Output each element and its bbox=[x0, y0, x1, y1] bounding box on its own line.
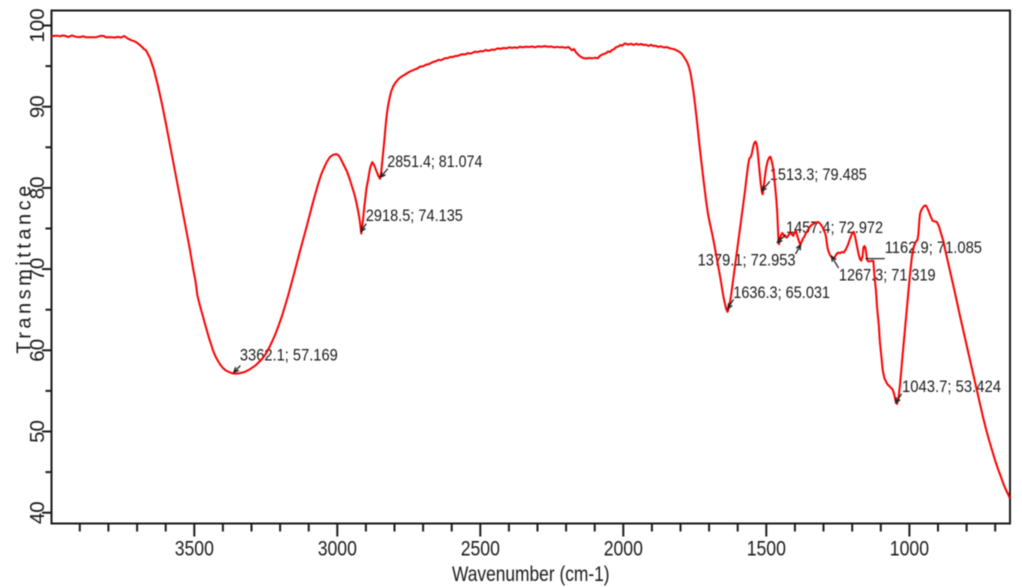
svg-text:1000: 1000 bbox=[890, 538, 929, 561]
svg-text:1162.9; 71.085: 1162.9; 71.085 bbox=[885, 239, 982, 257]
svg-text:40: 40 bbox=[26, 501, 49, 524]
svg-text:3362.1; 57.169: 3362.1; 57.169 bbox=[240, 347, 338, 365]
svg-text:Wavenumber (cm-1): Wavenumber (cm-1) bbox=[452, 562, 610, 586]
svg-text:1379.1; 72.953: 1379.1; 72.953 bbox=[698, 251, 796, 269]
svg-text:100: 100 bbox=[26, 8, 49, 42]
svg-text:1267.3; 71.319: 1267.3; 71.319 bbox=[839, 267, 936, 285]
svg-text:60: 60 bbox=[26, 339, 49, 362]
svg-text:50: 50 bbox=[26, 420, 49, 443]
svg-text:3500: 3500 bbox=[175, 538, 214, 561]
svg-text:2851.4; 81.074: 2851.4; 81.074 bbox=[387, 153, 482, 171]
svg-text:2000: 2000 bbox=[604, 538, 643, 561]
svg-text:Transmittance: Transmittance bbox=[14, 182, 36, 353]
svg-text:1636.3; 65.031: 1636.3; 65.031 bbox=[733, 284, 830, 302]
svg-text:1457.4; 72.972: 1457.4; 72.972 bbox=[786, 219, 883, 237]
svg-text:3000: 3000 bbox=[318, 538, 357, 561]
svg-text:90: 90 bbox=[26, 95, 49, 118]
svg-text:70: 70 bbox=[26, 258, 49, 281]
svg-text:2918.5; 74.135: 2918.5; 74.135 bbox=[366, 207, 463, 225]
svg-text:80: 80 bbox=[26, 176, 49, 199]
svg-text:1500: 1500 bbox=[747, 538, 786, 561]
svg-text:1513.3; 79.485: 1513.3; 79.485 bbox=[770, 166, 867, 184]
svg-text:1043.7; 53.424: 1043.7; 53.424 bbox=[902, 378, 1001, 396]
svg-text:2500: 2500 bbox=[461, 538, 500, 561]
